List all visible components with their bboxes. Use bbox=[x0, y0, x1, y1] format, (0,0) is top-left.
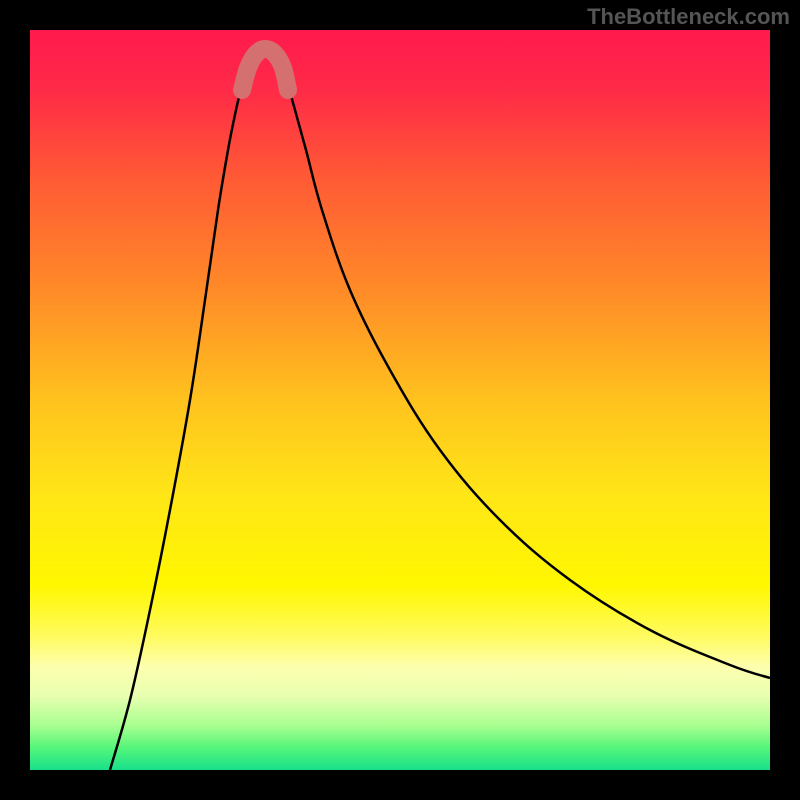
chart-canvas: TheBottleneck.com bbox=[0, 0, 800, 800]
watermark-text: TheBottleneck.com bbox=[587, 4, 790, 30]
chart-svg bbox=[0, 0, 800, 800]
plot-background bbox=[30, 30, 770, 770]
